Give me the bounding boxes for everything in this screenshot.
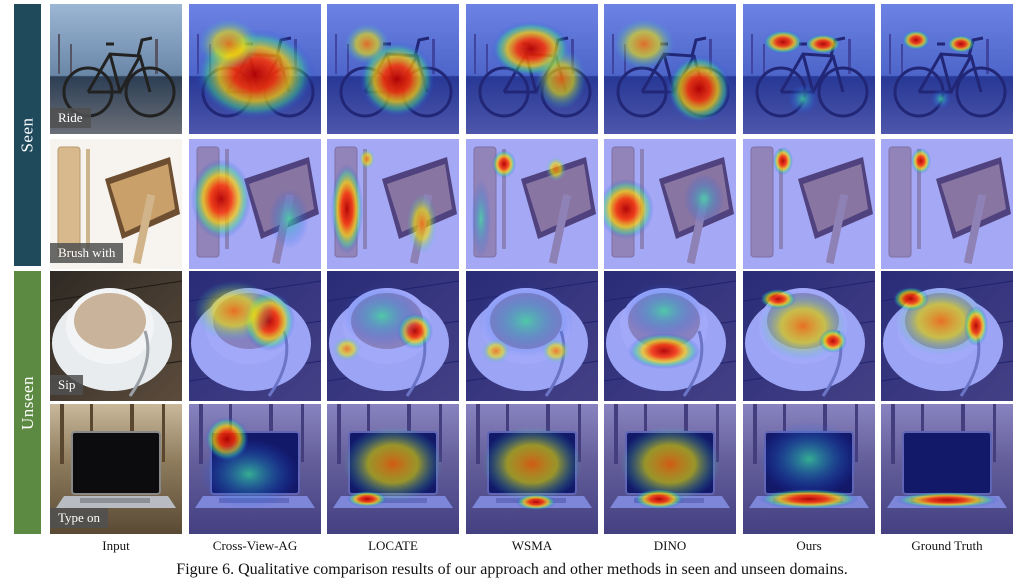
heatmap-image — [604, 404, 736, 534]
heatmap-image — [743, 404, 875, 534]
heatmap-image — [327, 404, 459, 534]
heatmap-image — [743, 139, 875, 269]
column-title-locate: LOCATE — [368, 538, 418, 553]
input-image: Sip — [50, 271, 182, 401]
seen-group-label: Seen — [14, 4, 41, 266]
heatmap-image — [604, 139, 736, 269]
heatmap-image — [189, 404, 321, 534]
heatmap-image — [466, 404, 598, 534]
seen-text: Seen — [17, 117, 37, 153]
heatmap-image — [466, 271, 598, 401]
heatmap-image — [881, 139, 1013, 269]
heatmap-image — [189, 4, 321, 134]
heatmap-image — [743, 271, 875, 401]
unseen-text: Unseen — [17, 375, 37, 430]
heatmap-image — [327, 4, 459, 134]
heatmap-image — [881, 404, 1013, 534]
unseen-group-label: Unseen — [14, 271, 41, 534]
figure-caption: Figure 6. Qualitative comparison results… — [176, 561, 848, 578]
heatmap-image — [327, 139, 459, 269]
column-title-wsma: WSMA — [511, 538, 553, 553]
action-label: Sip — [50, 375, 84, 395]
input-image: Type on — [50, 404, 182, 534]
column-title-gt: Ground Truth — [911, 538, 983, 553]
input-image: Ride — [50, 4, 182, 134]
heatmap-image — [743, 4, 875, 134]
input-image: Brush with — [50, 139, 182, 269]
heatmap-image — [466, 4, 598, 134]
column-title-input: Input — [102, 538, 130, 553]
heatmap-image — [327, 271, 459, 401]
heatmap-image — [881, 271, 1013, 401]
column-title-crossview: Cross-View-AG — [212, 538, 298, 553]
heatmap-image — [189, 139, 321, 269]
heatmap-image — [189, 271, 321, 401]
action-label: Brush with — [50, 243, 124, 263]
heatmap-image — [881, 4, 1013, 134]
heatmap-image — [604, 4, 736, 134]
action-label: Type on — [50, 508, 109, 528]
heatmap-image — [604, 271, 736, 401]
action-label: Ride — [50, 108, 91, 128]
heatmap-image — [466, 139, 598, 269]
column-title-ours: Ours — [796, 538, 822, 553]
column-title-dino: DINO — [653, 538, 687, 553]
